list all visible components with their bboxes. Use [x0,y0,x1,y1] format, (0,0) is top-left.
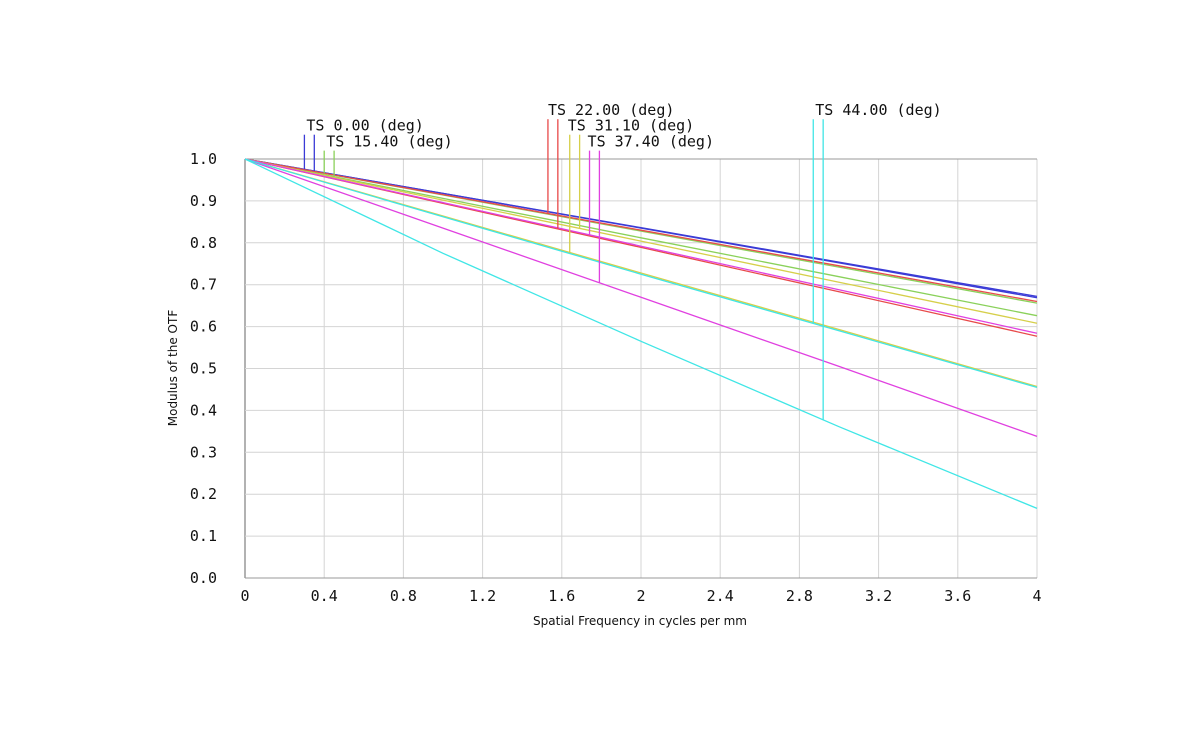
x-tick-label: 2.8 [786,587,813,605]
x-tick-label: 4 [1032,587,1041,605]
series-line-5 [244,158,1038,303]
x-axis-title: Spatial Frequency in cycles per mm [533,614,747,628]
x-tick-label: 0.8 [390,587,417,605]
x-axis-ticks: 0 0.4 0.8 1.2 1.6 2 2.4 2.8 3.2 3.6 4 [240,587,1041,605]
y-tick-label: 0.1 [190,527,217,545]
y-tick-label: 0.2 [190,485,217,503]
x-tick-label: 3.2 [865,587,892,605]
x-tick-label: 3.6 [944,587,971,605]
legend-label: TS 31.10 (deg) [568,117,694,135]
legend-label: TS 0.00 (deg) [306,117,423,135]
x-tick-label: 0 [240,587,249,605]
y-tick-label: 0.9 [190,192,217,210]
x-tick-label: 2 [636,587,645,605]
y-tick-label: 0.8 [190,234,217,252]
y-tick-label: 0.0 [190,569,217,587]
y-axis-title: Modulus of the OTF [166,310,180,427]
x-tick-label: 1.6 [548,587,575,605]
x-tick-label: 1.2 [469,587,496,605]
legend-label: TS 37.40 (deg) [588,132,714,150]
series-line-9 [244,158,1038,334]
y-tick-label: 0.4 [190,401,217,419]
y-tick-label: 0.7 [190,276,217,294]
y-axis-ticks: 0.0 0.1 0.2 0.3 0.4 0.5 0.6 0.7 0.8 0.9 1.0 [190,150,217,587]
series-line-11 [244,158,1038,389]
series-line-12 [244,158,1038,510]
legend-label: TS 22.00 (deg) [548,101,674,119]
legend-label: TS 15.40 (deg) [326,132,452,150]
grid [244,158,1038,579]
y-tick-label: 0.5 [190,360,217,378]
series-line-4 [244,158,1038,317]
legend-label: TS 44.00 (deg) [815,101,941,119]
series-line-8 [244,158,1038,324]
series-group [244,158,1038,510]
legend-markers [303,119,824,420]
x-tick-label: 2.4 [707,587,734,605]
y-tick-label: 1.0 [190,150,217,168]
series-line-10 [244,158,1038,438]
series-line-2 [244,158,1038,298]
y-tick-label: 0.3 [190,443,217,461]
y-tick-label: 0.6 [190,318,217,336]
x-tick-label: 0.4 [311,587,338,605]
legend-labels: TS 0.00 (deg)TS 15.40 (deg) TS 22.00 (deg… [306,101,941,150]
